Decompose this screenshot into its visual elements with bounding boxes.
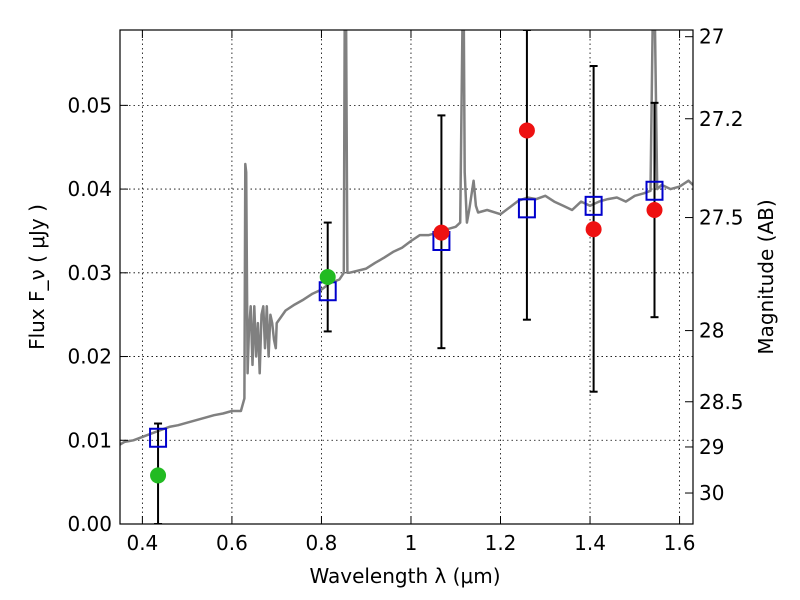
y2-axis-label: Magnitude (AB) [754, 199, 778, 354]
y-tick-label: 0.02 [67, 345, 112, 369]
observed-red-point-3 [646, 202, 663, 219]
y-tick-label: 0.00 [67, 512, 112, 536]
y2-tick-label: 28.5 [699, 390, 744, 414]
x-tick-label: 0.8 [306, 531, 338, 555]
x-axis-label: Wavelength λ (μm) [309, 564, 500, 588]
model-photometry-square-4 [584, 195, 603, 216]
y-tick-label: 0.05 [67, 93, 112, 117]
y-tick-label: 0.01 [67, 428, 112, 452]
y-axis-label: Flux F_ν ( μJy ) [25, 204, 49, 350]
observed-red-point-0 [433, 224, 450, 241]
observed-green-point-1 [319, 269, 336, 285]
y2-tick-label: 28 [699, 319, 724, 343]
x-tick-label: 0.6 [216, 531, 248, 555]
x-tick-label: 1.4 [574, 531, 606, 555]
y-tick-label: 0.03 [67, 261, 112, 285]
y2-tick-label: 27.2 [699, 107, 744, 131]
y2-tick-label: 30 [699, 481, 724, 505]
y2-tick-label: 27 [699, 25, 724, 49]
plot-area [120, 30, 693, 524]
x-tick-label: 1 [405, 531, 418, 555]
observed-green-point-0 [150, 467, 167, 484]
x-tick-label: 1.2 [485, 531, 517, 555]
x-tick-label: 1.6 [664, 531, 696, 555]
x-tick-label: 0.4 [126, 531, 158, 555]
model-photometry-square-5 [645, 180, 664, 201]
model-photometry-square-3 [517, 198, 536, 219]
observed-red-point-2 [585, 221, 602, 238]
plot-frame [119, 29, 694, 525]
model-photometry-square-0 [149, 427, 168, 448]
observed-red-point-1 [518, 122, 535, 139]
y2-tick-label: 29 [699, 435, 724, 459]
y2-tick-label: 27.5 [699, 206, 744, 230]
model-spectrum-line [120, 30, 693, 446]
y-tick-label: 0.04 [67, 177, 112, 201]
axes: 0.4 0.6 0.8 1 1.2 1.4 1.6 0.00 0.01 0.02 0.03 0.04 0… [67, 25, 743, 555]
